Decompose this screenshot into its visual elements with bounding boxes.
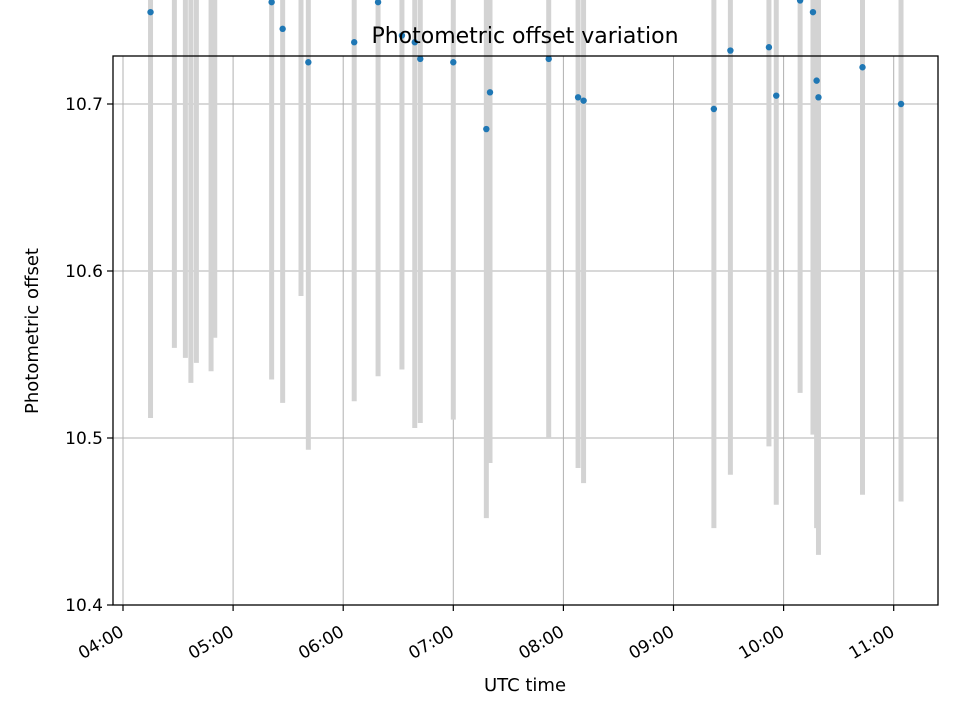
data-point bbox=[417, 55, 424, 63]
x-axis-label: UTC time bbox=[484, 675, 566, 696]
data-point bbox=[483, 125, 490, 133]
data-point bbox=[268, 0, 275, 6]
data-point bbox=[773, 92, 780, 99]
data-point bbox=[398, 32, 406, 39]
data-point bbox=[374, 0, 382, 6]
y-tick-label: 10.7 bbox=[65, 95, 103, 115]
y-tick-label: 10.5 bbox=[65, 429, 103, 449]
data-point bbox=[486, 89, 494, 96]
chart-title: Photometric offset variation bbox=[371, 24, 678, 49]
data-point bbox=[450, 59, 457, 66]
data-point bbox=[411, 39, 418, 46]
y-axis-label: Photometric offset bbox=[22, 248, 43, 414]
data-point bbox=[147, 8, 154, 16]
data-point bbox=[815, 94, 822, 101]
data-point bbox=[351, 39, 358, 46]
data-point bbox=[765, 44, 773, 51]
data-point bbox=[545, 55, 552, 63]
data-point bbox=[813, 77, 820, 84]
y-tick-label: 10.4 bbox=[65, 596, 103, 616]
data-point bbox=[859, 64, 866, 71]
data-point bbox=[305, 59, 312, 66]
data-points bbox=[147, 0, 905, 133]
data-point bbox=[897, 100, 905, 108]
data-point bbox=[727, 47, 734, 54]
plot-frame bbox=[112, 55, 939, 606]
data-point bbox=[580, 97, 587, 104]
y-tick-label: 10.6 bbox=[65, 262, 103, 282]
data-point bbox=[279, 25, 286, 33]
data-point bbox=[710, 105, 718, 113]
data-point bbox=[809, 8, 817, 16]
data-point bbox=[796, 0, 804, 4]
data-point bbox=[574, 94, 582, 101]
